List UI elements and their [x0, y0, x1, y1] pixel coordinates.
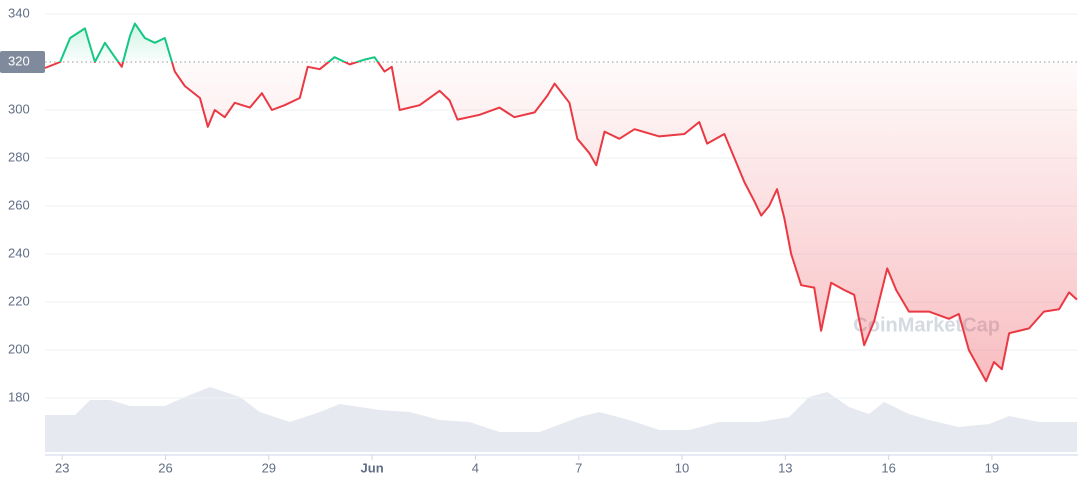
area-down: [45, 62, 1077, 382]
y-tick-label: 340: [8, 5, 30, 20]
x-tick-label: 23: [55, 460, 69, 475]
y-tick-label: 320: [8, 53, 30, 68]
x-tick-label: 26: [158, 460, 172, 475]
x-tick-label: 4: [472, 460, 479, 475]
x-tick-label: 29: [262, 460, 276, 475]
volume-area: [45, 387, 1077, 452]
y-tick-label: 200: [8, 341, 30, 356]
price-line: [44, 22, 1078, 383]
y-tick-label: 260: [8, 197, 30, 212]
x-tick-label: 19: [985, 460, 999, 475]
y-tick-label: 220: [8, 293, 30, 308]
x-tick-label: 16: [881, 460, 895, 475]
x-tick-label: 7: [575, 460, 582, 475]
x-tick-label: 13: [778, 460, 792, 475]
y-tick-label: 180: [8, 389, 30, 404]
y-tick-label: 240: [8, 245, 30, 260]
x-tick-label: Jun: [361, 460, 384, 475]
y-tick-label: 300: [8, 101, 30, 116]
y-tick-label: 280: [8, 149, 30, 164]
x-tick-label: 10: [675, 460, 689, 475]
area-up: [45, 23, 1077, 62]
baseline-label-box: [0, 51, 45, 73]
